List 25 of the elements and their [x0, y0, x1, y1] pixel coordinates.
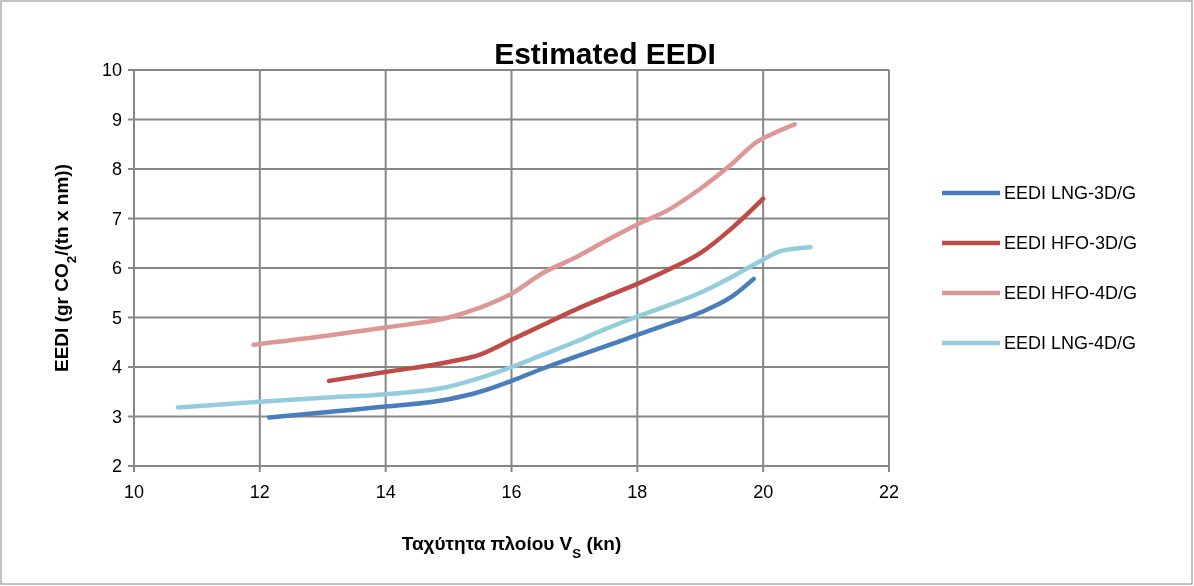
legend-label: EEDI HFO-4D/G — [1004, 283, 1138, 304]
y-tick-label: 9 — [111, 109, 122, 130]
x-tick-label: 20 — [753, 482, 774, 502]
y-tick-label: 3 — [111, 406, 122, 427]
legend-label: EEDI HFO-3D/G — [1004, 233, 1138, 254]
y-tick-label: 8 — [111, 159, 122, 180]
legend-label: EEDI LNG-4D/G — [1004, 333, 1137, 354]
line-series — [175, 244, 813, 410]
y-tick-label: 4 — [111, 357, 122, 378]
y-tick-label: 2 — [111, 456, 122, 477]
x-tick-label: 12 — [249, 482, 270, 502]
legend-label: EEDI LNG-3D/G — [1004, 183, 1137, 204]
x-tick-label: 18 — [627, 482, 648, 502]
x-axis-title: Ταχύτητα πλοίου V$_{S}$ (kn) — [401, 533, 622, 561]
line-series — [267, 276, 756, 420]
line-series — [326, 196, 766, 384]
x-tick-label: 22 — [878, 482, 900, 502]
y-tick-label: 5 — [111, 307, 122, 328]
y-tick-label: 10 — [101, 60, 122, 81]
x-tick-label: 16 — [501, 482, 522, 502]
x-tick-label: 14 — [375, 482, 396, 502]
line-series — [251, 122, 797, 347]
y-tick-label: 7 — [111, 208, 122, 229]
chart-title: Estimated EEDI — [494, 37, 716, 70]
y-tick-label: 6 — [111, 258, 122, 279]
